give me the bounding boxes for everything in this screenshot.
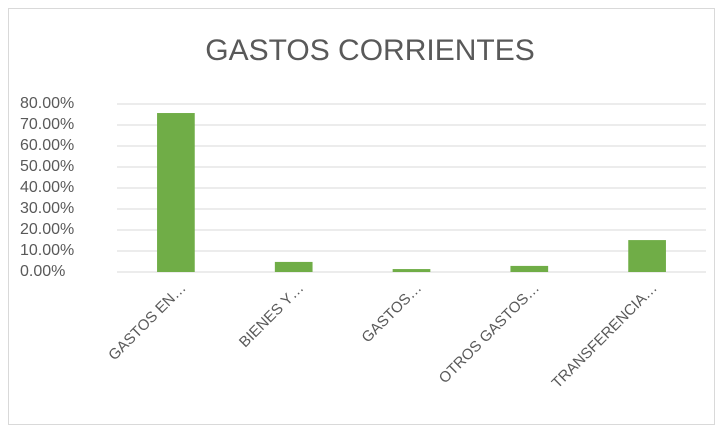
bar	[628, 240, 666, 272]
y-tick-label: 60.00%	[20, 137, 74, 154]
bar	[157, 113, 195, 272]
chart-title: GASTOS CORRIENTES	[205, 34, 535, 67]
y-tick-label: 10.00%	[20, 242, 74, 259]
bar	[392, 269, 431, 272]
y-tick-label: 0.00%	[20, 263, 65, 280]
y-tick-label: 70.00%	[20, 116, 74, 133]
y-tick-label: 40.00%	[20, 179, 74, 196]
y-tick-label: 30.00%	[20, 200, 74, 217]
y-tick-label: 20.00%	[20, 221, 74, 238]
y-tick-label: 80.00%	[20, 95, 74, 112]
bar	[274, 261, 313, 272]
y-tick-label: 50.00%	[20, 158, 74, 175]
chart-border	[8, 8, 715, 425]
bar	[510, 265, 549, 272]
